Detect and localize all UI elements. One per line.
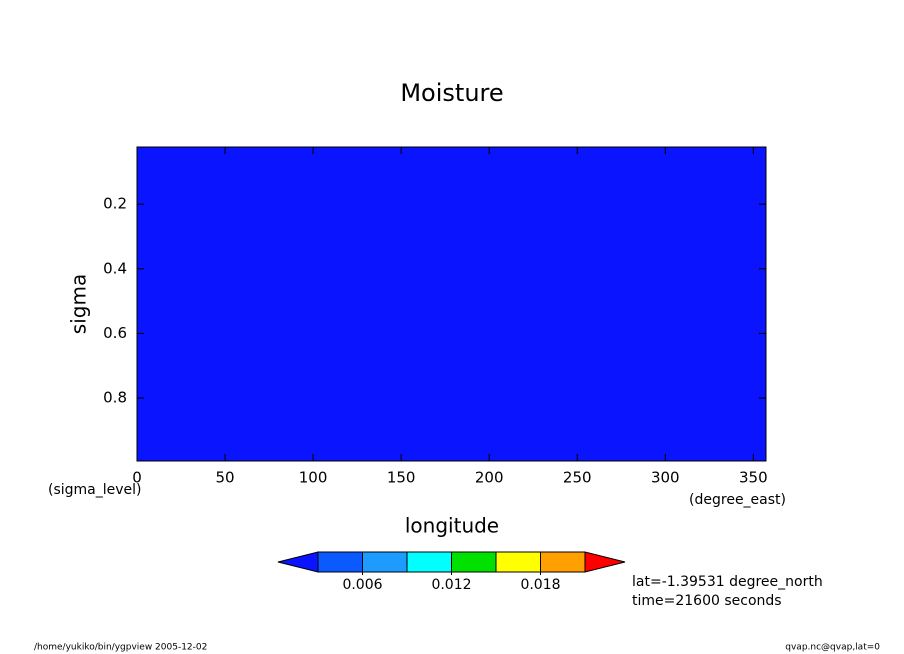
colorbar-box: [317, 551, 363, 573]
x-tick-label: 100: [299, 469, 328, 487]
colorbar-box: [540, 551, 586, 573]
x-tick-label: 0: [132, 469, 142, 487]
plot-frame: [136, 146, 767, 462]
colorbar-box: [362, 551, 408, 573]
footer-left: /home/yukiko/bin/ygpview 2005-12-02: [34, 643, 207, 653]
x-tick-label: 50: [216, 469, 235, 487]
colorbar-triangle: [277, 551, 319, 573]
y-tick-label: 0.8: [103, 389, 127, 407]
x-tick-label: 250: [563, 469, 592, 487]
colorbar-box: [495, 551, 541, 573]
colorbar-box: [406, 551, 452, 573]
x-tick-label: 350: [739, 469, 768, 487]
colorbar-tick-label: 0.006: [342, 577, 382, 593]
y-tick-label: 0.2: [103, 195, 127, 213]
footer-right: qvap.nc@qvap,lat=0: [785, 643, 880, 653]
x-tick-label: 150: [387, 469, 416, 487]
chart-title: Moisture: [400, 79, 503, 107]
y-tick-label: 0.6: [103, 324, 127, 342]
x-tick-label: 200: [475, 469, 504, 487]
y-axis-label: sigma: [67, 274, 91, 334]
x-axis-label: longitude: [405, 514, 499, 538]
x-tick-label: 300: [651, 469, 680, 487]
colorbar-triangle: [584, 551, 626, 573]
x-axis-unit: (degree_east): [689, 492, 786, 508]
annotation: time=21600 seconds: [632, 593, 782, 609]
contour-fill: [137, 147, 766, 461]
y-axis-unit: (sigma_level): [48, 482, 142, 498]
annotation: lat=-1.39531 degree_north: [632, 574, 823, 590]
colorbar-box: [451, 551, 497, 573]
y-tick-label: 0.4: [103, 259, 127, 277]
colorbar-tick-label: 0.012: [431, 577, 471, 593]
colorbar-tick-label: 0.018: [520, 577, 560, 593]
